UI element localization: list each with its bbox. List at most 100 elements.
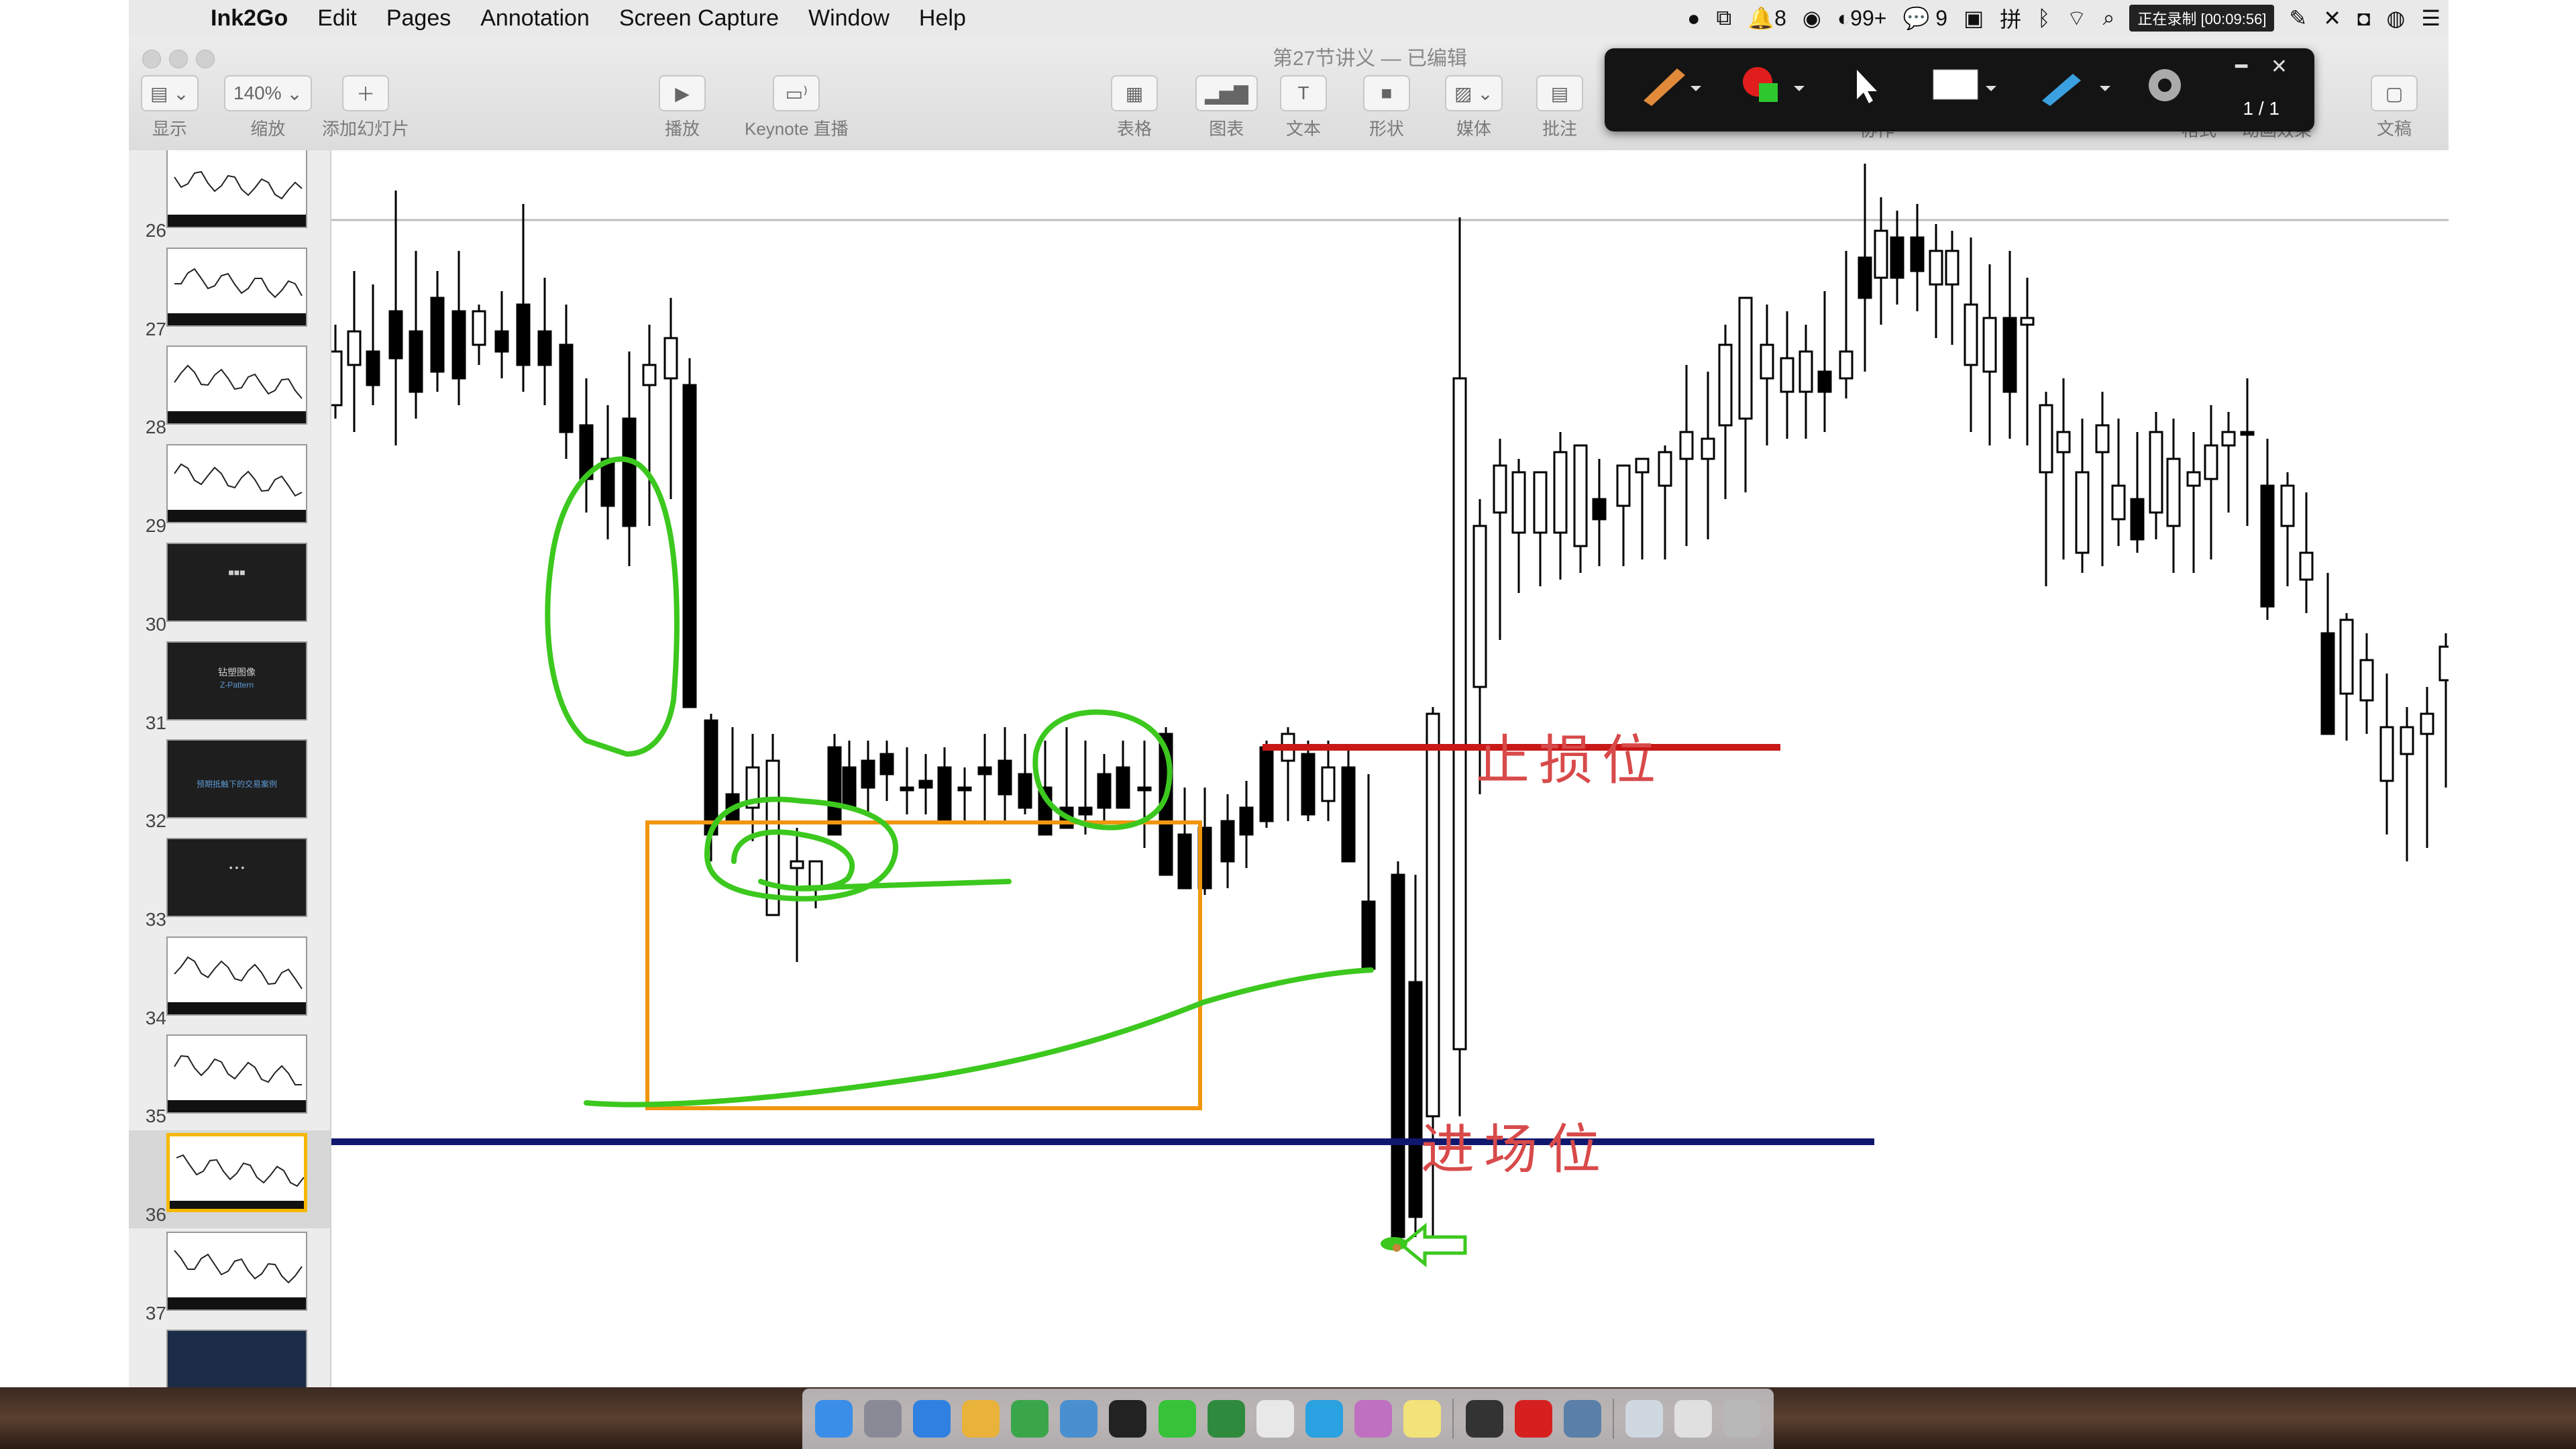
slide-thumbnail-row[interactable] <box>129 1327 330 1387</box>
slide-thumbnail[interactable] <box>166 1330 307 1387</box>
toolbar-shape[interactable]: ■ 形状 <box>1363 75 1410 142</box>
toolbar-shape-label: 形状 <box>1368 119 1404 139</box>
menu-list-icon[interactable]: ☰ <box>2421 6 2440 30</box>
slide-thumbnail[interactable] <box>166 247 307 327</box>
slide-thumbnail[interactable]: 预期抵触下的交易案例 <box>166 739 307 819</box>
slide-thumbnail[interactable] <box>166 1133 307 1212</box>
toolbar-keynote-live[interactable]: ▭⁾ Keynote 直播 <box>745 75 849 142</box>
chrome-icon[interactable] <box>1256 1400 1294 1438</box>
badge-icon[interactable]: ◐99+ <box>1837 5 1887 30</box>
search-icon[interactable]: ⌕ <box>2102 5 2115 30</box>
pointer-icon[interactable] <box>1843 62 1884 109</box>
minimize-window-button[interactable] <box>169 50 188 68</box>
mail-icon[interactable] <box>1674 1400 1713 1438</box>
add-icon: ＋ <box>342 75 389 111</box>
slide-thumbnail-row[interactable]: ■■■ 30 <box>129 540 330 638</box>
close-window-button[interactable] <box>142 50 161 68</box>
ink2go-icon[interactable] <box>1465 1400 1503 1438</box>
slide-thumbnail-row[interactable]: 37 <box>129 1229 330 1327</box>
menu-screen-capture[interactable]: Screen Capture <box>619 5 779 31</box>
slide-thumbnail[interactable] <box>166 936 307 1016</box>
evernote-icon[interactable] <box>1207 1400 1245 1438</box>
input-method-icon[interactable]: 拼 <box>2000 7 2022 32</box>
network-icon[interactable] <box>1563 1400 1601 1438</box>
settings-icon[interactable] <box>2141 62 2188 109</box>
slide-thumbnail[interactable] <box>166 1034 307 1114</box>
toolbar-chart[interactable]: ▂▅▇ 图表 <box>1195 75 1258 142</box>
candle-body <box>2280 484 2295 527</box>
telegram-icon[interactable] <box>1305 1400 1343 1438</box>
slide-thumbnail-row[interactable]: 预期抵触下的交易案例 32 <box>129 737 330 835</box>
pen-icon[interactable] <box>1630 62 1704 109</box>
toolbar-play[interactable]: ▶ 播放 <box>659 75 706 142</box>
bell-icon[interactable]: 🔔8 <box>1748 6 1786 30</box>
marker-icon[interactable] <box>2033 62 2120 109</box>
toolbar-comment[interactable]: ▤ 批注 <box>1536 75 1583 142</box>
slide-thumbnail[interactable] <box>166 444 307 524</box>
menu-annotation[interactable]: Annotation <box>480 5 590 31</box>
slide-thumbnail-row[interactable]: 钻塑图像 Z-Pattern 31 <box>129 639 330 737</box>
keynote-icon[interactable] <box>961 1400 1000 1438</box>
toolbar-table[interactable]: ▦ 表格 <box>1111 75 1158 142</box>
menu-app-name[interactable]: Ink2Go <box>211 5 288 31</box>
menu-edit[interactable]: Edit <box>317 5 357 31</box>
photos-icon[interactable] <box>1354 1400 1393 1438</box>
toolbar-document[interactable]: ▢ 文稿 <box>2371 75 2418 142</box>
toolbar-zoom[interactable]: 140% ⌄ 缩放 <box>224 75 312 142</box>
screen-record-icon[interactable]: ⧉ <box>1716 5 1732 30</box>
slide-thumbnail-row[interactable]: • • • 33 <box>129 835 330 933</box>
candle-body <box>1874 229 1888 279</box>
menu-window[interactable]: Window <box>808 5 890 31</box>
safari-icon[interactable] <box>912 1400 951 1438</box>
preview-icon[interactable] <box>1060 1400 1098 1438</box>
candle-body <box>1701 437 1715 460</box>
camera-icon[interactable]: ◘ <box>2357 5 2371 30</box>
slide-thumbnail[interactable]: • • • <box>166 837 307 917</box>
slide-thumbnail-row[interactable]: 36 <box>129 1130 330 1228</box>
trash-icon[interactable] <box>1723 1400 1762 1438</box>
slide-thumbnail-row[interactable]: 26 <box>129 150 330 244</box>
slide-thumbnail[interactable] <box>166 150 307 228</box>
slide-thumbnail-row[interactable]: 34 <box>129 934 330 1032</box>
status-circle-icon[interactable]: ● <box>1687 5 1701 30</box>
toolbar-view[interactable]: ▤ ⌄ 显示 <box>141 75 199 142</box>
candle-body <box>2299 551 2314 581</box>
launchpad-icon[interactable] <box>863 1400 902 1438</box>
close-toolbar-icon[interactable]: ✕ <box>2270 56 2288 78</box>
notes-icon[interactable] <box>1403 1400 1442 1438</box>
slide-thumbnail-row[interactable]: 29 <box>129 441 330 539</box>
qq-status-icon[interactable]: ◉ <box>1802 6 1821 30</box>
bluetooth-icon[interactable]: ᛒ <box>2037 5 2051 30</box>
recording-status[interactable]: 正在录制 [00:09:56] <box>2129 5 2275 32</box>
slide-thumbnail[interactable] <box>166 345 307 425</box>
wifi-icon[interactable]: ⌔ <box>2066 6 2087 30</box>
candle-body <box>1945 250 1960 286</box>
zoom-window-button[interactable] <box>196 50 215 68</box>
slide-canvas[interactable]: 止损位 进场位 <box>331 150 2449 1387</box>
slide-thumbnail-row[interactable]: 35 <box>129 1032 330 1130</box>
finder-window-icon[interactable] <box>1625 1400 1664 1438</box>
close-status-icon[interactable]: ✕ <box>2323 6 2342 30</box>
numbers-icon[interactable] <box>1011 1400 1049 1438</box>
wechat-icon[interactable] <box>1158 1400 1196 1438</box>
pencil-status-icon[interactable]: ✎ <box>2289 6 2308 30</box>
slide-thumbnail[interactable]: ■■■ <box>166 542 307 622</box>
slide-thumbnail[interactable]: 钻塑图像 Z-Pattern <box>166 641 307 720</box>
display-icon[interactable]: ▣ <box>1963 6 1984 30</box>
whiteboard-icon[interactable] <box>1927 62 2007 109</box>
finder-icon[interactable] <box>814 1400 853 1438</box>
qq-icon[interactable] <box>1109 1400 1147 1438</box>
slide-thumbnail-row[interactable]: 28 <box>129 343 330 441</box>
slide-thumbnail[interactable] <box>166 1231 307 1311</box>
color-picker-icon[interactable] <box>1733 62 1814 109</box>
toolbar-add-slide[interactable]: ＋ 添加幻灯片 <box>322 75 409 142</box>
menu-pages[interactable]: Pages <box>386 5 451 31</box>
siri-icon[interactable]: ◍ <box>2386 6 2406 30</box>
toolbar-text[interactable]: T 文本 <box>1280 75 1327 142</box>
minimize-toolbar-icon[interactable]: ━ <box>2235 56 2247 78</box>
wechat-status-icon[interactable]: 💬 9 <box>1902 6 1947 30</box>
xmind-icon[interactable] <box>1514 1400 1552 1438</box>
menu-help[interactable]: Help <box>918 5 966 31</box>
slide-thumbnail-row[interactable]: 27 <box>129 245 330 343</box>
toolbar-media[interactable]: ▨ ⌄ 媒体 <box>1445 75 1503 142</box>
